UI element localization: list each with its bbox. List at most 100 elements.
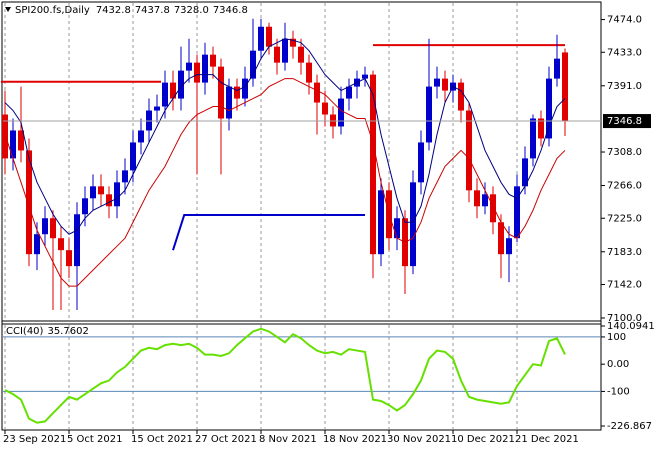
- candle-body: [330, 114, 336, 127]
- candle-body: [482, 194, 488, 207]
- cci-line: [4, 327, 566, 424]
- candle-body: [82, 198, 88, 215]
- candle-body: [322, 102, 328, 115]
- candle-body: [154, 106, 160, 111]
- high-label: 7437.8: [135, 5, 170, 16]
- price-label: 7346.8: [607, 116, 642, 127]
- candle-body: [194, 62, 200, 83]
- candle-body: [186, 62, 192, 71]
- candle-body: [282, 38, 288, 63]
- y-tick-label: 100: [607, 332, 626, 343]
- candle-body: [346, 86, 352, 99]
- y-tick-label: -100: [607, 386, 630, 397]
- candle-body: [162, 82, 168, 107]
- candle-body: [314, 82, 320, 103]
- candle-body: [202, 54, 208, 83]
- candle-body: [170, 82, 176, 99]
- candle-body: [442, 78, 448, 91]
- candle-body: [506, 238, 512, 255]
- candle-body: [362, 74, 368, 79]
- candle-body: [106, 194, 112, 207]
- level-line: [172, 214, 365, 251]
- candle-body: [498, 222, 504, 255]
- candle-body: [434, 78, 440, 87]
- x-tick-label: 30 Nov 2021: [387, 434, 451, 445]
- y-tick-label: 7142.0: [607, 279, 642, 290]
- candle-body: [114, 182, 120, 207]
- candle-body: [234, 86, 240, 99]
- candle-body: [146, 110, 152, 131]
- price-box: [603, 114, 651, 129]
- candle-body: [474, 190, 480, 207]
- candle-body: [42, 218, 48, 235]
- candle-body: [370, 74, 376, 255]
- candle-body: [242, 78, 248, 99]
- candle-body: [522, 158, 528, 187]
- candle-body: [290, 38, 296, 47]
- y-tick-label: 7225.0: [607, 213, 642, 224]
- candle-body: [554, 58, 560, 79]
- candle-body: [338, 98, 344, 127]
- y-tick-label: 0.00: [607, 359, 629, 370]
- candle-body: [530, 118, 536, 159]
- candle-body: [378, 190, 384, 255]
- candle-body: [130, 142, 136, 171]
- x-tick-label: 15 Oct 2021: [131, 434, 193, 445]
- x-tick-label: 5 Oct 2021: [67, 434, 122, 445]
- moving-average: [4, 78, 566, 287]
- candle-body: [514, 186, 520, 239]
- candle-body: [274, 46, 280, 63]
- y-tick-label: 7308.0: [607, 147, 642, 158]
- close-label: 7346.8: [213, 5, 248, 16]
- candle-body: [298, 46, 304, 63]
- chart-header: SPI200.fs,Daily 7432.8 7437.8 7328.0 7346.8: [15, 5, 248, 16]
- candle-body: [98, 186, 104, 195]
- candle-body: [458, 82, 464, 111]
- x-tick-label: 10 Dec 2021: [451, 434, 515, 445]
- candle-body: [426, 86, 432, 143]
- candle-body: [218, 66, 224, 119]
- candle-body: [418, 142, 424, 183]
- moving-average: [4, 38, 566, 235]
- candle-body: [538, 118, 544, 139]
- open-label: 7432.8: [96, 5, 131, 16]
- candle-body: [466, 110, 472, 191]
- candle-body: [138, 130, 144, 143]
- candle-body: [58, 238, 64, 251]
- candle-body: [250, 50, 256, 79]
- x-tick-label: 8 Nov 2021: [259, 434, 317, 445]
- y-tick-label: 7100.0: [607, 313, 642, 324]
- candle-body: [266, 26, 272, 47]
- y-tick-label: 7474.0: [607, 15, 642, 26]
- candle-body: [490, 194, 496, 223]
- low-label: 7328.0: [174, 5, 209, 16]
- symbol: SPI200.fs,Daily: [15, 5, 90, 16]
- candle-body: [226, 86, 232, 119]
- x-tick-label: 18 Nov 2021: [323, 434, 387, 445]
- candle-body: [90, 186, 96, 199]
- y-tick-label: 7266.0: [607, 181, 642, 192]
- candle-body: [2, 114, 8, 159]
- candle-body: [210, 54, 216, 67]
- cci-title: CCI(40): [6, 326, 44, 337]
- candle-body: [178, 70, 184, 99]
- candle-body: [546, 78, 552, 139]
- x-tick-label: 21 Dec 2021: [515, 434, 579, 445]
- candle-body: [258, 26, 264, 51]
- candle-body: [34, 234, 40, 255]
- candle-body: [74, 214, 80, 267]
- menu-arrow: [5, 7, 11, 12]
- candle-body: [394, 218, 400, 239]
- candle-body: [410, 182, 416, 267]
- candle-body: [10, 130, 16, 159]
- candle-body: [66, 250, 72, 267]
- y-tick-label: 7183.0: [607, 247, 642, 258]
- y-tick-label: 7433.0: [607, 47, 642, 58]
- candle-body: [306, 62, 312, 83]
- x-tick-label: 27 Oct 2021: [195, 434, 257, 445]
- cci-header: CCI(40) 35.7602: [6, 326, 89, 337]
- x-tick-label: 23 Sep 2021: [3, 434, 66, 445]
- candle-body: [50, 218, 56, 239]
- cci-last: 35.7602: [47, 326, 88, 337]
